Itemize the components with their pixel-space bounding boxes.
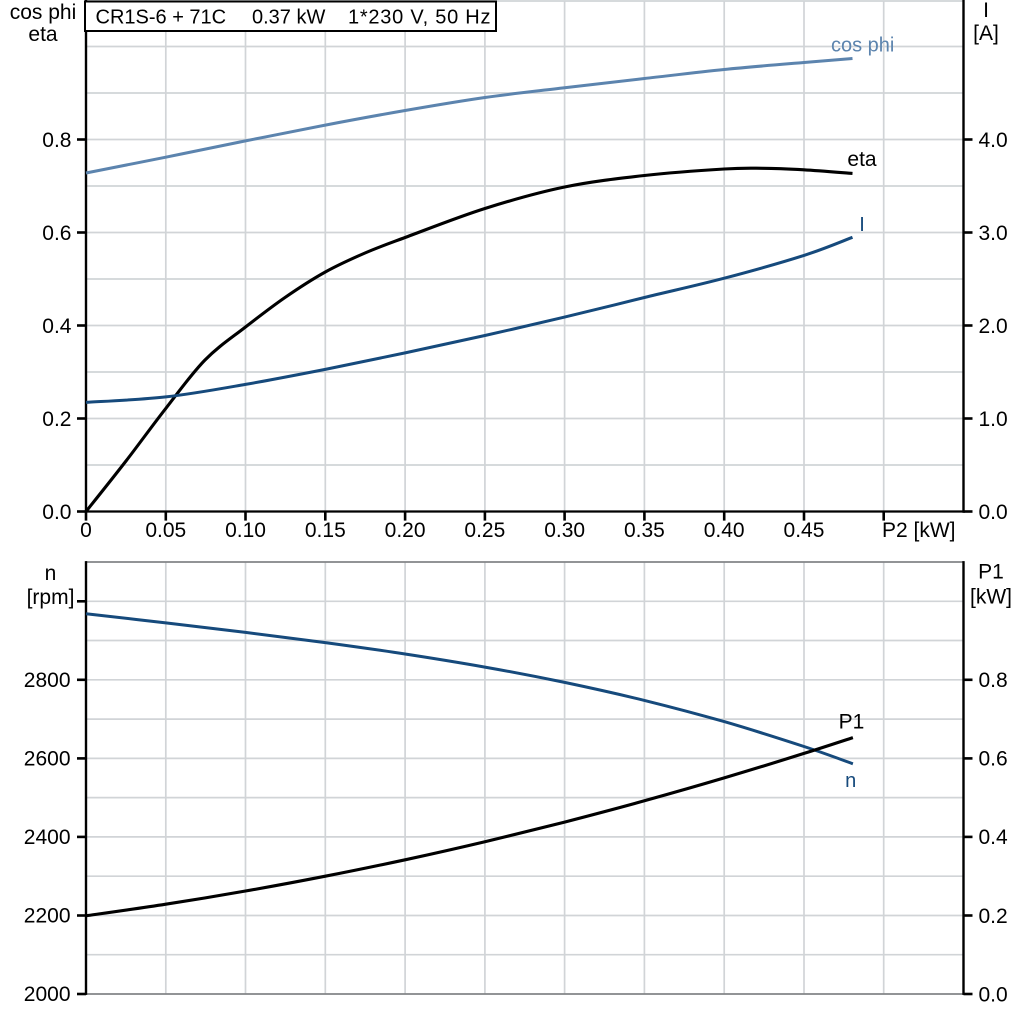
svg-text:CR1S-6 + 71C: CR1S-6 + 71C: [96, 7, 227, 29]
svg-text:2400: 2400: [24, 826, 71, 849]
svg-text:1.0: 1.0: [979, 408, 1008, 431]
svg-text:0.6: 0.6: [979, 748, 1008, 771]
svg-text:0.25: 0.25: [464, 519, 505, 542]
svg-text:0.4: 0.4: [979, 826, 1009, 849]
svg-text:1*230 V, 50 Hz: 1*230 V, 50 Hz: [348, 7, 491, 29]
svg-text:0.35: 0.35: [624, 519, 665, 542]
svg-text:0.0: 0.0: [979, 501, 1008, 524]
svg-text:n: n: [845, 770, 856, 792]
svg-text:P1: P1: [978, 561, 1004, 584]
svg-text:0.30: 0.30: [544, 519, 585, 542]
svg-text:[A]: [A]: [973, 22, 999, 45]
svg-text:0.2: 0.2: [42, 408, 71, 431]
svg-text:0.37 kW: 0.37 kW: [252, 7, 325, 29]
svg-text:cos phi: cos phi: [10, 1, 77, 24]
svg-text:2200: 2200: [24, 905, 71, 928]
svg-text:0.10: 0.10: [225, 519, 266, 542]
svg-text:[rpm]: [rpm]: [27, 586, 75, 609]
svg-text:0.8: 0.8: [979, 669, 1008, 692]
svg-text:2800: 2800: [24, 669, 71, 692]
svg-text:0: 0: [80, 519, 92, 542]
svg-text:0.0: 0.0: [979, 983, 1008, 1006]
svg-text:2000: 2000: [24, 983, 71, 1006]
svg-text:eta: eta: [28, 23, 58, 46]
svg-text:P1: P1: [839, 711, 865, 734]
svg-text:0.2: 0.2: [979, 905, 1008, 928]
svg-text:I: I: [983, 0, 989, 22]
svg-text:3.0: 3.0: [979, 222, 1008, 245]
svg-text:0.0: 0.0: [42, 501, 71, 524]
svg-text:2.0: 2.0: [979, 315, 1008, 338]
svg-text:0.40: 0.40: [704, 519, 745, 542]
svg-text:2600: 2600: [24, 748, 71, 771]
svg-text:cos phi: cos phi: [831, 35, 894, 57]
svg-text:[kW]: [kW]: [970, 586, 1012, 609]
svg-text:0.6: 0.6: [42, 222, 71, 245]
svg-text:0.15: 0.15: [305, 519, 346, 542]
svg-text:0.4: 0.4: [42, 315, 72, 338]
svg-text:n: n: [45, 562, 57, 585]
svg-text:0.8: 0.8: [42, 129, 71, 152]
svg-text:4.0: 4.0: [979, 129, 1008, 152]
svg-text:P2 [kW]: P2 [kW]: [882, 519, 956, 542]
svg-text:I: I: [859, 214, 865, 236]
svg-text:eta: eta: [847, 148, 877, 171]
svg-text:0.45: 0.45: [784, 519, 825, 542]
svg-text:0.05: 0.05: [145, 519, 186, 542]
svg-text:0.20: 0.20: [385, 519, 426, 542]
